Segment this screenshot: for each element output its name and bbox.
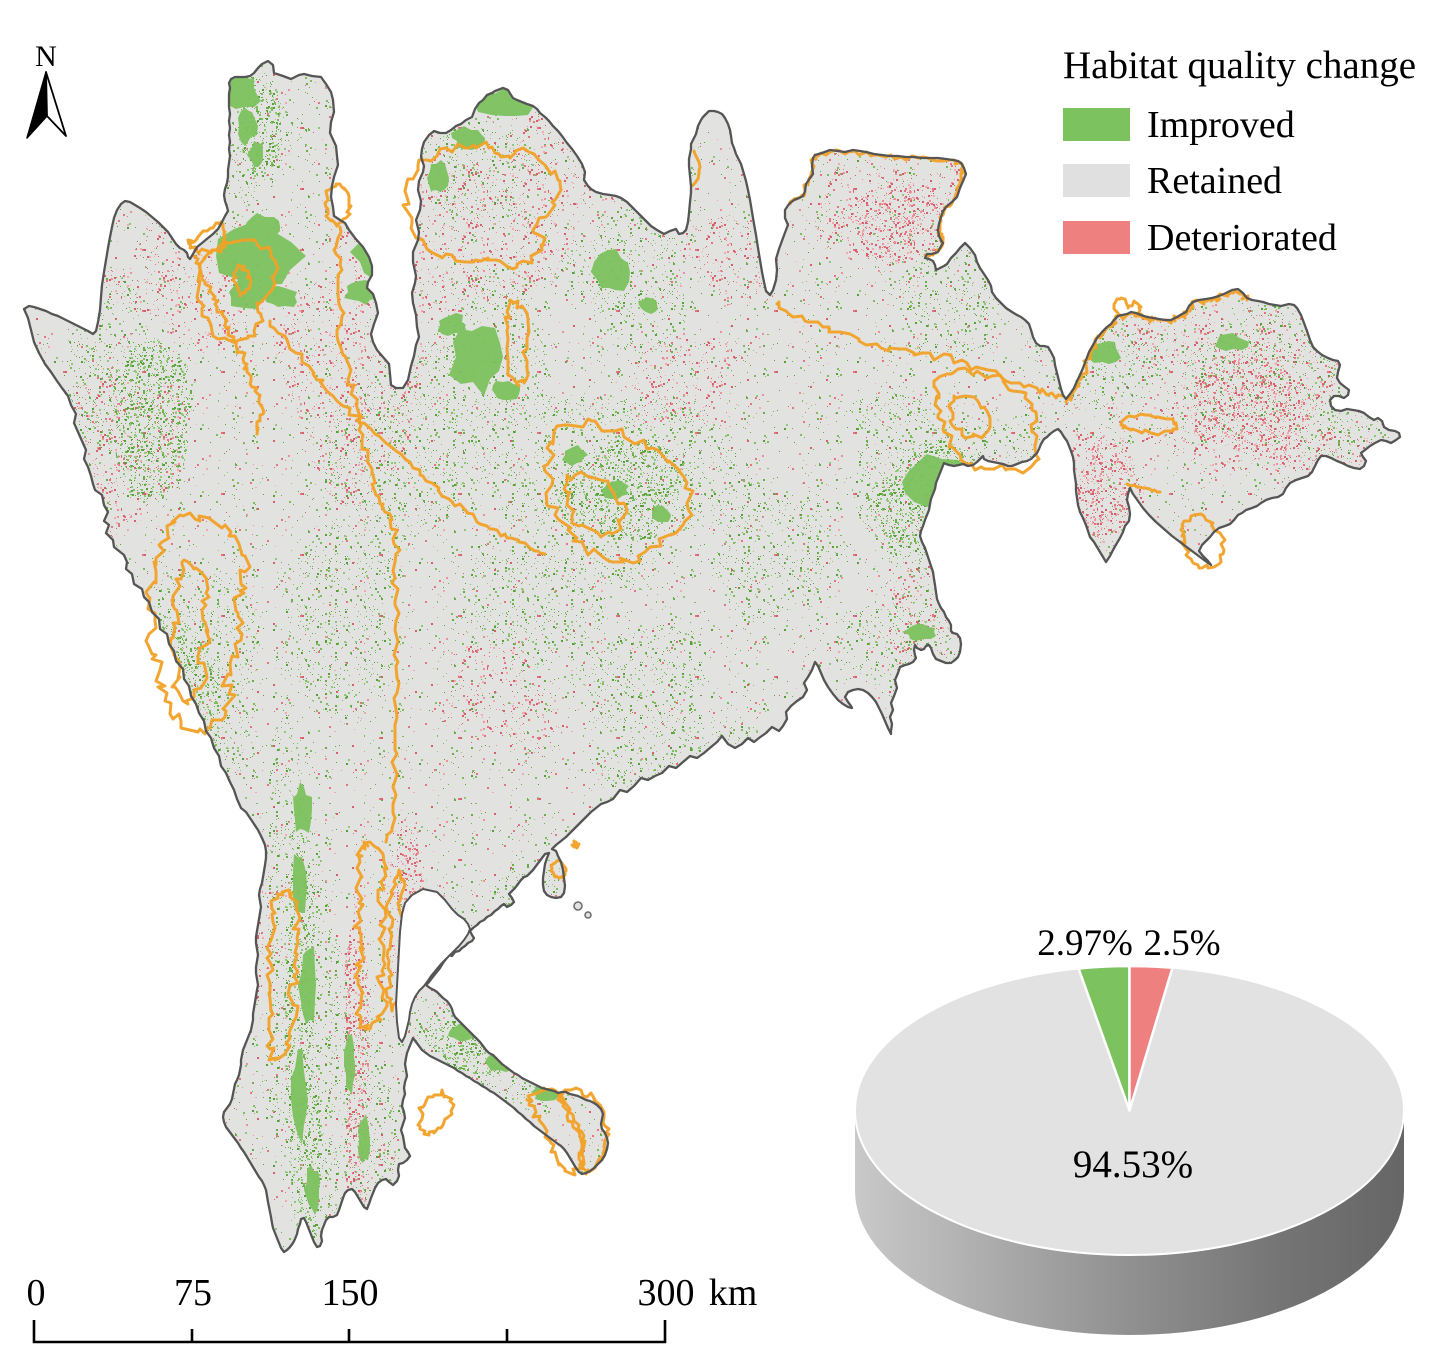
- svg-text:150: 150: [322, 1272, 379, 1314]
- svg-text:Deteriorated: Deteriorated: [1147, 217, 1337, 259]
- svg-text:2.5%: 2.5%: [1143, 923, 1220, 964]
- svg-text:2.97%: 2.97%: [1037, 923, 1133, 964]
- svg-text:94.53%: 94.53%: [1073, 1143, 1193, 1186]
- svg-text:75: 75: [174, 1272, 212, 1314]
- svg-text:Improved: Improved: [1147, 104, 1295, 146]
- svg-text:N: N: [35, 40, 57, 73]
- svg-text:Habitat quality change: Habitat quality change: [1063, 44, 1416, 87]
- svg-text:0: 0: [27, 1272, 46, 1314]
- svg-text:Retained: Retained: [1147, 160, 1282, 202]
- svg-text:300: 300: [638, 1272, 695, 1314]
- svg-text:km: km: [709, 1272, 758, 1314]
